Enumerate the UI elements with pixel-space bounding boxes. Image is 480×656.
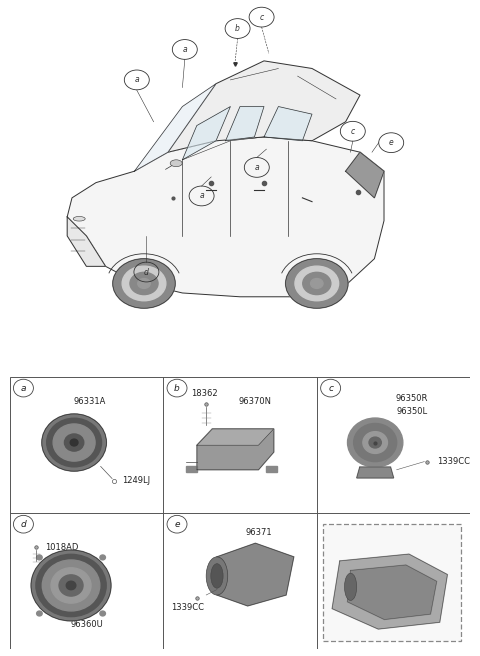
Polygon shape: [226, 106, 264, 141]
Polygon shape: [168, 61, 360, 152]
Circle shape: [138, 279, 150, 289]
Polygon shape: [217, 543, 294, 606]
Polygon shape: [67, 217, 106, 266]
Circle shape: [348, 418, 403, 467]
Circle shape: [36, 554, 106, 617]
Circle shape: [31, 550, 111, 621]
Text: (W/O SUB WOOFER): (W/O SUB WOOFER): [356, 526, 428, 533]
Text: 1249LJ: 1249LJ: [122, 476, 150, 485]
Ellipse shape: [211, 564, 223, 588]
Circle shape: [59, 575, 83, 596]
Text: 96360U: 96360U: [70, 621, 103, 630]
Polygon shape: [197, 429, 274, 470]
Ellipse shape: [170, 160, 182, 167]
Circle shape: [130, 272, 158, 295]
Text: d: d: [144, 268, 149, 277]
Circle shape: [42, 414, 107, 471]
Text: a: a: [182, 45, 187, 54]
Circle shape: [113, 258, 175, 308]
Text: c: c: [351, 127, 355, 136]
Text: b: b: [235, 24, 240, 33]
Circle shape: [36, 555, 42, 560]
Circle shape: [286, 258, 348, 308]
Text: e: e: [174, 520, 180, 529]
Text: 96370N: 96370N: [239, 397, 272, 406]
Circle shape: [64, 434, 84, 451]
Circle shape: [70, 439, 78, 446]
Text: 96350R: 96350R: [396, 394, 428, 403]
Polygon shape: [67, 137, 384, 297]
Polygon shape: [264, 106, 312, 141]
Text: 1339CC: 1339CC: [437, 457, 469, 466]
Circle shape: [51, 567, 91, 603]
Text: d: d: [21, 520, 26, 529]
Ellipse shape: [345, 573, 357, 600]
Circle shape: [53, 424, 95, 461]
Polygon shape: [182, 106, 230, 160]
Bar: [186, 466, 197, 472]
Circle shape: [100, 611, 106, 616]
Text: b: b: [174, 384, 180, 392]
Circle shape: [122, 266, 166, 300]
Circle shape: [66, 581, 76, 590]
Circle shape: [47, 419, 102, 467]
Circle shape: [354, 424, 396, 462]
Bar: [266, 466, 277, 472]
Circle shape: [369, 437, 381, 448]
Text: e: e: [389, 138, 394, 147]
Circle shape: [295, 266, 339, 300]
Polygon shape: [348, 565, 437, 619]
Polygon shape: [134, 84, 216, 171]
Circle shape: [363, 432, 387, 453]
Text: c: c: [260, 12, 264, 22]
Text: a: a: [199, 192, 204, 201]
Polygon shape: [197, 429, 274, 445]
FancyBboxPatch shape: [323, 524, 461, 642]
Ellipse shape: [206, 557, 228, 595]
Circle shape: [100, 555, 106, 560]
Circle shape: [303, 272, 331, 295]
Text: a: a: [254, 163, 259, 172]
Circle shape: [42, 560, 100, 611]
Text: 96380D: 96380D: [375, 539, 408, 548]
Polygon shape: [346, 152, 384, 198]
Polygon shape: [332, 554, 447, 629]
Text: a: a: [134, 75, 139, 85]
Text: a: a: [21, 384, 26, 392]
Text: c: c: [328, 384, 333, 392]
Text: 96350L: 96350L: [396, 407, 428, 416]
Circle shape: [311, 279, 323, 289]
Text: 1018AD: 1018AD: [45, 543, 78, 552]
Polygon shape: [357, 467, 394, 478]
Text: 96371: 96371: [245, 528, 272, 537]
Text: 96331A: 96331A: [73, 397, 106, 406]
Circle shape: [36, 611, 42, 616]
Text: 1339CC: 1339CC: [171, 603, 204, 612]
Text: 18362: 18362: [192, 389, 218, 398]
Ellipse shape: [73, 216, 85, 221]
